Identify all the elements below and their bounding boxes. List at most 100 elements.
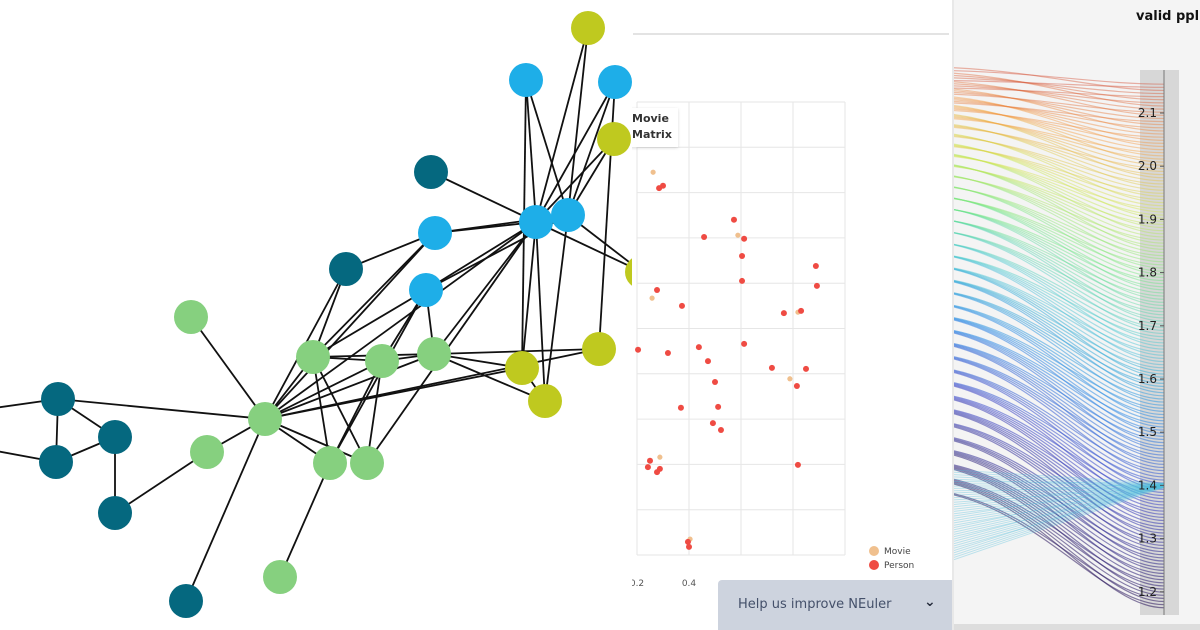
series-line	[954, 483, 1165, 609]
series-line	[954, 423, 1165, 528]
graph-edge	[535, 221, 546, 402]
series-line	[954, 281, 1165, 394]
series-line	[954, 220, 1165, 322]
y-tick-label: 2.1	[1138, 106, 1157, 120]
series-line	[954, 437, 1165, 543]
data-point	[664, 349, 671, 356]
series-line	[954, 135, 1165, 185]
series-line	[954, 267, 1165, 360]
y-tick-label: 1.2	[1138, 585, 1157, 599]
series-line	[954, 358, 1165, 475]
series-line	[954, 483, 1165, 531]
series-line	[954, 479, 1165, 590]
series-line	[954, 256, 1165, 356]
data-point	[739, 253, 746, 260]
graph-node	[248, 402, 282, 436]
series-line	[954, 109, 1165, 138]
series-line	[954, 209, 1165, 282]
data-point	[647, 457, 653, 464]
series-line	[954, 356, 1165, 456]
graph-edge	[521, 221, 537, 369]
series-line	[954, 482, 1165, 494]
series-line	[954, 208, 1165, 300]
series-line	[954, 74, 1165, 101]
series-line	[954, 484, 1165, 556]
data-point	[678, 302, 685, 309]
graph-edge	[264, 232, 436, 420]
parallel-coordinates-plot: 2.1 2.0 1.9 1.8 1.7 1.6 1.5 1.4 1.3 1.2	[954, 0, 1179, 615]
data-point	[660, 182, 666, 189]
graph-node	[519, 205, 553, 239]
graph-node	[263, 560, 297, 594]
series-line	[954, 482, 1165, 540]
graph-edge	[57, 398, 266, 420]
series-line	[954, 104, 1165, 163]
series-line	[954, 305, 1165, 413]
series-line	[954, 481, 1165, 596]
series-line	[954, 145, 1165, 201]
y-tick-label: 1.9	[1138, 212, 1157, 226]
series-line	[954, 175, 1165, 247]
series-line	[954, 478, 1165, 488]
data-point	[794, 461, 801, 468]
series-line	[954, 268, 1165, 372]
series-line	[954, 292, 1165, 391]
graph-edge	[535, 138, 615, 223]
series-line	[954, 124, 1165, 182]
data-point	[730, 216, 737, 223]
series-line	[954, 133, 1165, 204]
series-line	[954, 80, 1165, 88]
series-line	[954, 329, 1165, 425]
data-point	[741, 340, 748, 347]
series-line	[954, 493, 1165, 600]
graph-node	[174, 300, 208, 334]
series-line	[954, 144, 1165, 207]
graph-edge	[567, 81, 616, 216]
series-line	[954, 115, 1165, 166]
series-line	[954, 93, 1165, 113]
scrollbar[interactable]	[954, 624, 1200, 630]
graph-edge	[312, 356, 331, 464]
series-line	[954, 85, 1165, 104]
graph-edge	[525, 79, 569, 216]
series-line	[954, 411, 1165, 525]
series-line	[954, 332, 1165, 450]
series-line	[954, 424, 1165, 534]
series-line	[954, 220, 1165, 310]
series-line	[954, 197, 1165, 285]
series-line	[954, 344, 1165, 453]
graph-node	[582, 332, 616, 366]
series-line	[954, 454, 1165, 578]
help-banner[interactable]: Help us improve NEuler ⌄	[718, 580, 952, 630]
series-line	[954, 209, 1165, 288]
graph-edge	[366, 221, 537, 464]
y-tick-label: 1.4	[1138, 478, 1157, 492]
series-line	[954, 468, 1165, 593]
series-line	[954, 317, 1165, 416]
series-line	[954, 382, 1165, 481]
data-point	[656, 465, 663, 472]
series-line	[954, 410, 1165, 518]
series-line	[954, 244, 1165, 341]
series-line	[954, 197, 1165, 291]
series-line	[954, 478, 1165, 584]
series-line	[954, 107, 1165, 151]
data-point	[644, 464, 651, 471]
series-line	[954, 232, 1165, 313]
series-line	[954, 99, 1165, 135]
data-point	[717, 426, 724, 433]
series-line	[954, 165, 1165, 238]
series-line	[954, 486, 1165, 538]
series-line	[954, 304, 1165, 400]
help-banner-text: Help us improve NEuler	[738, 597, 892, 612]
series-line	[954, 176, 1165, 241]
graph-node	[296, 340, 330, 374]
series-line	[954, 125, 1165, 176]
series-line	[954, 471, 1165, 485]
series-line	[954, 385, 1165, 506]
data-point	[768, 364, 775, 371]
graph-node	[329, 252, 363, 286]
series-line	[954, 116, 1165, 160]
chevron-down-icon[interactable]: ⌄	[924, 594, 936, 610]
series-line	[954, 396, 1165, 503]
